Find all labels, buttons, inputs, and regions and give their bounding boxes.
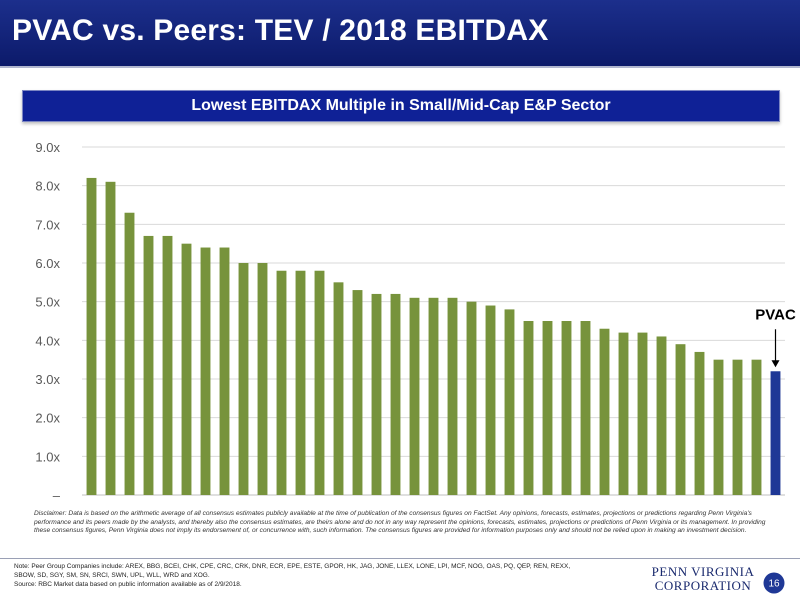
footer-divider [0,558,800,559]
bar [751,359,762,495]
bar [561,321,572,495]
bar [523,321,534,495]
bar [143,235,154,495]
bar [694,351,705,495]
bar [257,263,268,495]
bar [713,359,724,495]
bar [618,332,629,495]
y-tick-label: 5.0x [35,295,60,310]
bar [466,301,477,495]
bar-chart: – 1.0x 2.0x 3.0x 4.0x 5.0x 6.0x 7.0x 8.0x 9.0x PVA… [35,140,796,500]
bar [390,293,401,495]
bar [371,293,382,495]
chart-title-banner: Lowest EBITDAX Multiple in Small/Mid-Cap… [22,90,780,122]
bar [276,270,287,495]
bar [105,181,116,496]
bar [409,297,420,495]
bar [599,328,610,495]
footer-notes: Note: Peer Group Companies include: AREX… [14,563,574,589]
bar [656,336,667,495]
bar [542,321,553,495]
bar [238,263,249,495]
bar-pvac [770,371,781,495]
bar [314,270,325,495]
bar [485,305,496,495]
y-tick-label: 8.0x [35,179,60,194]
bar [295,270,306,495]
page-number-badge: 16 [763,572,785,594]
company-logo: PENN VIRGINIA CORPORATION [648,565,758,593]
bar [219,247,230,495]
page-number: 16 [768,579,780,590]
y-tick-label: 7.0x [35,217,60,232]
bar [428,297,439,495]
y-tick-label: 3.0x [35,372,60,387]
bar [352,290,363,495]
y-tick-label: – [53,488,61,500]
y-tick-label: 1.0x [35,449,60,464]
chart-title: Lowest EBITDAX Multiple in Small/Mid-Cap… [191,97,611,114]
bar [200,247,211,495]
bar [124,212,135,495]
bar [181,243,192,495]
y-tick-label: 2.0x [35,411,60,426]
bar [162,235,173,495]
bar [580,321,591,495]
logo-line-1: PENN VIRGINIA [651,564,755,579]
bar [675,344,686,495]
bar [86,177,97,495]
y-tick-label: 9.0x [35,140,60,155]
bar [333,282,344,495]
bar [447,297,458,495]
peer-group-note-continued: SBOW, SD, SGY, SM, SN, SRCI, SWN, UPL, W… [14,571,210,579]
title-bar: PVAC vs. Peers: TEV / 2018 EBITDAX [0,0,800,68]
y-tick-label: 6.0x [35,256,60,271]
pvac-arrow-head [771,360,780,368]
pvac-label: PVAC [755,306,796,323]
bar [637,332,648,495]
y-tick-label: 4.0x [35,333,60,348]
page-title: PVAC vs. Peers: TEV / 2018 EBITDAX [12,14,549,47]
logo-line-2: CORPORATION [654,578,752,593]
bar [732,359,743,495]
disclaimer-text: Disclaimer: Data is based on the arithme… [34,510,766,535]
peer-group-note: Note: Peer Group Companies include: AREX… [14,563,571,570]
bar [504,309,515,495]
source-note: Source: RBC Market data based on public … [14,580,242,588]
